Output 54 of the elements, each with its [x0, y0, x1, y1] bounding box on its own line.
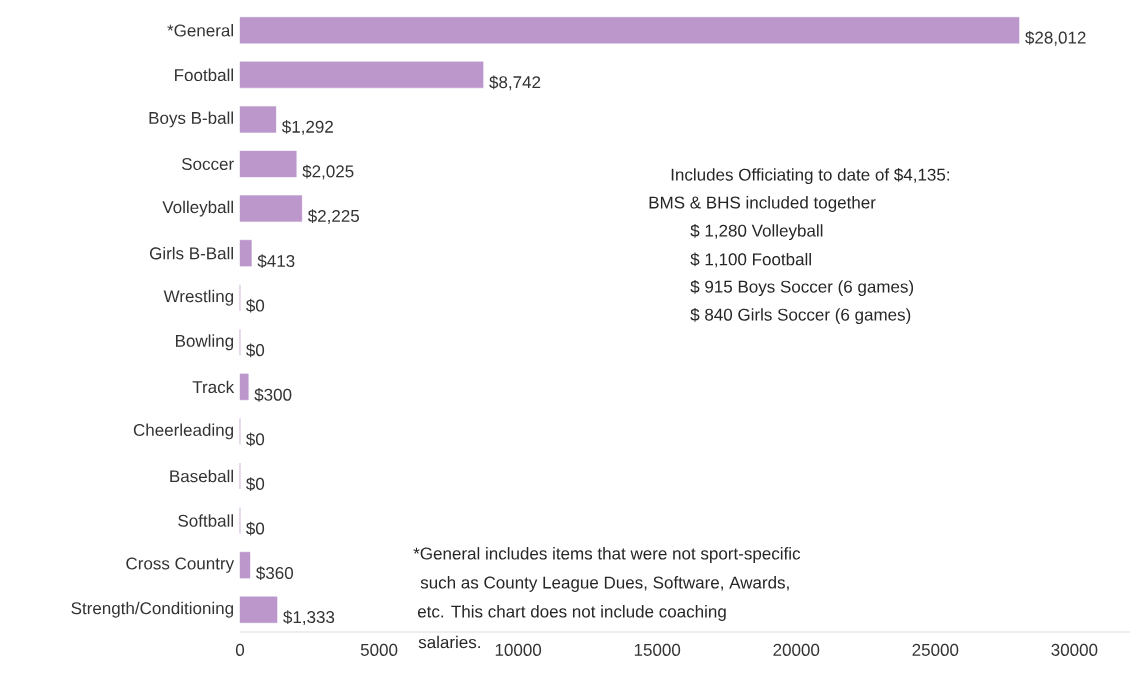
y-tick-label: Volleyball — [162, 200, 233, 217]
annotation: such as County League Dues, Software, Awards, — [420, 576, 789, 592]
data-label: $8,742 — [489, 75, 541, 91]
x-tick-label: 20000 — [773, 643, 820, 656]
bar — [239, 551, 251, 579]
bar — [239, 17, 1020, 44]
annotation: Includes Officiating to date of $4,135: — [671, 167, 949, 185]
y-tick-label: Cheerleading — [133, 423, 234, 440]
x-tick-label: 15000 — [634, 643, 681, 656]
x-tick-label: 30000 — [1051, 643, 1098, 656]
bar — [239, 195, 303, 222]
data-label: $2,025 — [302, 164, 354, 180]
annotation: BMS & BHS included together — [649, 196, 876, 212]
data-label: $0 — [246, 477, 265, 491]
y-tick-label: Soccer — [181, 157, 234, 171]
y-tick-label: Track — [192, 380, 235, 394]
y-tick-label: Strength/Conditioning — [71, 601, 234, 618]
data-label: $2,225 — [307, 209, 360, 224]
x-tick-label: 0 — [235, 643, 245, 656]
annotation: $ 840 Girls Soccer (6 games) — [690, 307, 911, 325]
y-tick-label: Softball — [178, 514, 233, 527]
y-tick-label: Boys B-ball — [149, 111, 233, 128]
annotation: $ 1,280 Volleyball — [690, 223, 823, 241]
data-label: $0 — [246, 521, 265, 536]
data-label: $1,333 — [283, 610, 335, 626]
data-label: $360 — [256, 566, 294, 581]
y-tick-label: Baseball — [170, 469, 233, 483]
data-label: $0 — [246, 343, 265, 358]
y-tick-label: Girls B-Ball — [149, 246, 233, 260]
annotation: $ 915 Boys Soccer (6 games) — [690, 279, 914, 297]
data-label: $0 — [246, 298, 265, 313]
x-tick-label: 10000 — [495, 643, 542, 656]
y-tick-label: Football — [175, 68, 233, 82]
y-tick-label: *General — [167, 24, 233, 37]
text: salaries. — [418, 635, 480, 649]
bar — [239, 61, 484, 89]
data-label: $1,292 — [281, 120, 333, 135]
bar — [239, 239, 252, 267]
bar — [239, 150, 297, 178]
annotation: *General includes items that were not sport-specific — [413, 547, 801, 563]
y-tick-label: Bowling — [175, 334, 234, 351]
data-label: $300 — [254, 387, 292, 402]
data-label: $413 — [257, 254, 295, 269]
y-tick-label: Cross Country — [126, 557, 235, 573]
y-tick-label: Wrestling — [163, 289, 234, 306]
data-label: $0 — [246, 432, 265, 447]
annotation: $ 1,100 Football — [690, 252, 811, 268]
data-label: $28,012 — [1025, 30, 1086, 46]
bar — [239, 106, 277, 133]
x-tick-label: 25000 — [912, 643, 959, 656]
x-tick-label: 5000 — [360, 643, 398, 656]
bar — [239, 596, 278, 623]
bar — [239, 373, 249, 401]
annotation: etc. This chart does not include coaching — [417, 605, 726, 621]
